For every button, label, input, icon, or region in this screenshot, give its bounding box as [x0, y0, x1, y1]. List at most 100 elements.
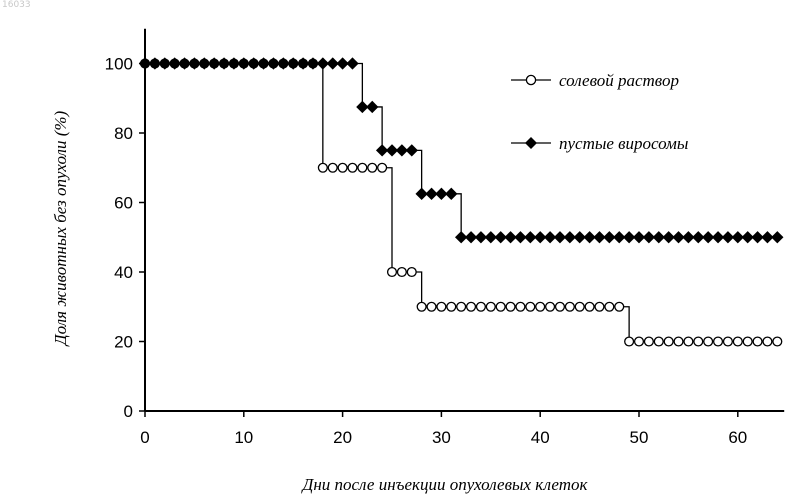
x-tick-label: 60 — [728, 428, 747, 447]
data-point-diamond — [553, 231, 567, 244]
data-point-diamond — [237, 57, 250, 70]
data-point-diamond — [731, 231, 744, 244]
data-point-diamond — [613, 231, 626, 244]
data-point-diamond — [198, 57, 211, 70]
data-point-circle — [357, 162, 368, 173]
data-point-diamond — [346, 57, 359, 70]
data-point-circle — [614, 301, 625, 312]
data-point-circle — [673, 336, 684, 347]
y-tick-label: 100 — [105, 55, 133, 74]
data-point-circle — [475, 301, 486, 312]
data-point-diamond — [761, 231, 774, 244]
data-point-circle — [604, 301, 615, 312]
series-2 — [138, 57, 784, 244]
y-tick-label: 60 — [114, 194, 133, 213]
data-point-circle — [762, 336, 773, 347]
data-point-circle — [525, 301, 536, 312]
x-tick-label: 0 — [140, 428, 149, 447]
data-point-circle — [554, 301, 566, 312]
data-point-diamond — [642, 231, 656, 244]
data-point-diamond — [583, 231, 596, 244]
y-tick-label: 0 — [124, 402, 133, 421]
data-point-diamond — [494, 231, 507, 244]
data-point-circle — [327, 162, 338, 173]
data-point-diamond — [168, 57, 181, 70]
data-point-circle — [406, 266, 417, 278]
data-point-circle — [722, 336, 733, 347]
data-point-diamond — [504, 231, 517, 244]
data-point-diamond — [247, 57, 260, 70]
data-point-diamond — [375, 144, 389, 157]
data-point-circle — [643, 336, 654, 347]
data-point-diamond — [395, 144, 409, 157]
data-point-circle — [624, 336, 635, 347]
data-point-circle — [337, 162, 348, 173]
data-point-diamond — [425, 187, 438, 200]
data-point-diamond — [296, 57, 310, 70]
data-point-diamond — [751, 231, 764, 244]
data-point-diamond — [514, 231, 527, 244]
data-point-diamond — [692, 231, 705, 244]
data-point-diamond — [701, 231, 715, 244]
y-tick-label: 20 — [114, 333, 133, 352]
data-point-diamond — [721, 231, 735, 244]
data-point-diamond — [277, 57, 290, 70]
data-point-diamond — [267, 57, 280, 70]
y-axis-title: Доля животных без опухоли (%) — [51, 110, 70, 347]
data-point-circle — [347, 162, 358, 173]
legend-marker-diamond — [525, 137, 537, 149]
data-point-circle — [545, 301, 556, 312]
data-point-diamond — [405, 144, 418, 157]
data-point-circle — [396, 266, 407, 278]
data-point-diamond — [484, 231, 497, 244]
legend-marker-circle — [525, 74, 537, 86]
data-point-circle — [663, 336, 674, 347]
data-point-diamond — [563, 231, 577, 244]
data-point-circle — [386, 266, 398, 278]
y-tick-label: 40 — [114, 263, 133, 282]
data-point-diamond — [158, 57, 171, 70]
data-point-diamond — [257, 57, 270, 70]
data-point-diamond — [474, 231, 488, 244]
data-point-circle — [377, 162, 388, 173]
data-point-diamond — [316, 57, 330, 70]
data-point-diamond — [356, 100, 369, 114]
data-point-diamond — [138, 57, 152, 70]
data-point-circle — [594, 301, 605, 312]
data-point-diamond — [543, 231, 557, 244]
x-tick-label: 10 — [234, 428, 253, 447]
y-tick-label: 80 — [114, 124, 133, 143]
data-point-diamond — [336, 57, 349, 70]
data-point-diamond — [454, 231, 468, 244]
x-axis-title: Дни после инъекции опухолевых клеток — [301, 475, 589, 494]
data-point-circle — [772, 336, 783, 347]
data-point-diamond — [741, 231, 754, 244]
data-point-circle — [584, 301, 595, 312]
data-point-diamond — [632, 231, 646, 244]
data-point-circle — [446, 301, 457, 312]
data-point-circle — [732, 336, 743, 347]
data-point-diamond — [207, 57, 221, 70]
data-point-circle — [436, 301, 447, 312]
data-point-circle — [456, 301, 467, 312]
data-point-diamond — [435, 187, 448, 200]
data-point-diamond — [148, 57, 162, 70]
data-point-diamond — [287, 57, 300, 70]
data-point-diamond — [217, 57, 231, 70]
data-point-circle — [485, 301, 496, 312]
data-point-circle — [574, 301, 585, 312]
axes: 0 10 20 30 40 50 60 0 20 40 60 80 100 — [105, 28, 785, 447]
data-point-diamond — [593, 231, 606, 244]
data-point-diamond — [573, 231, 586, 244]
data-point-diamond — [306, 57, 320, 70]
data-point-circle — [317, 162, 328, 173]
data-point-diamond — [326, 57, 339, 70]
data-point-circle — [426, 301, 437, 312]
data-point-circle — [505, 301, 516, 312]
data-point-diamond — [603, 231, 616, 244]
data-point-circle — [653, 336, 664, 347]
data-point-circle — [416, 301, 427, 312]
data-point-diamond — [534, 231, 547, 244]
data-point-circle — [712, 336, 724, 347]
